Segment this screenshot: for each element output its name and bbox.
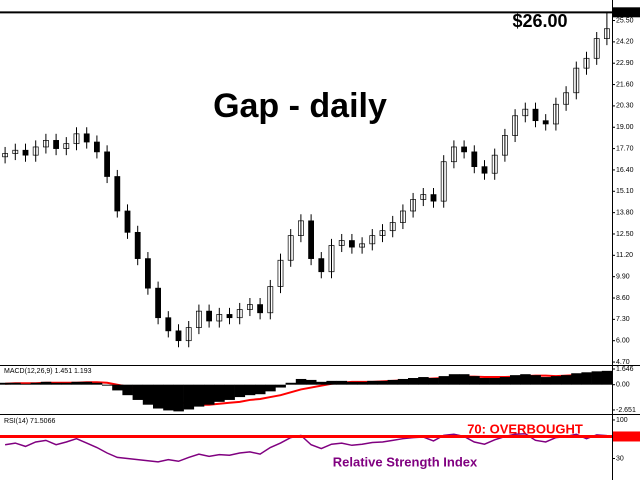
macd-bar — [591, 371, 603, 385]
level-label-bg — [613, 431, 640, 442]
y-tick-label: 8.60 — [616, 295, 630, 302]
macd-bar — [469, 376, 480, 385]
macd-bar — [163, 384, 174, 411]
macd-bar — [20, 383, 31, 385]
y-tick-label: 25.50 — [616, 17, 634, 24]
macd-bar — [51, 382, 62, 385]
macd-bar — [30, 382, 42, 385]
macd-bar — [316, 381, 327, 385]
y-tick-label: 20.30 — [616, 103, 634, 110]
macd-bar — [336, 380, 348, 385]
macd-bar — [601, 370, 613, 385]
macd-bar — [285, 382, 297, 385]
macd-bar — [153, 384, 164, 409]
macd-bar — [40, 381, 52, 385]
macd-bar — [204, 384, 215, 405]
macd-bar — [346, 381, 358, 385]
macd-bar — [234, 384, 246, 398]
macd-bar — [367, 380, 378, 385]
macd-bar — [275, 384, 286, 388]
y-tick-label: 0.00 — [616, 382, 630, 389]
macd-bar — [510, 375, 521, 385]
y-tick-label: 11.20 — [616, 252, 633, 259]
macd-bar — [499, 377, 511, 385]
macd-bar — [122, 384, 133, 396]
y-tick-label: -2.651 — [616, 407, 636, 414]
y-tick-label: 1.646 — [616, 366, 634, 373]
macd-bar — [377, 380, 388, 385]
macd-bar — [214, 384, 225, 402]
overbought-annotation: 70: OVERBOUGHT — [467, 421, 583, 436]
macd-bar — [265, 384, 276, 392]
macd-label: MACD(12,26,9) 1.451 1.193 — [4, 368, 92, 375]
macd-bar — [326, 380, 337, 385]
macd-bar — [0, 382, 11, 385]
y-tick-label: 21.60 — [616, 81, 634, 88]
macd-bar — [540, 377, 552, 385]
macd-bar — [306, 379, 317, 385]
y-tick-label: 100 — [616, 417, 628, 424]
macd-bar — [581, 372, 592, 385]
y-tick-label: 17.70 — [616, 145, 634, 152]
signal-line — [5, 372, 607, 406]
macd-bar — [408, 378, 419, 385]
macd-bar — [61, 382, 72, 385]
macd-bar — [418, 377, 429, 385]
y-tick-label: 6.00 — [616, 338, 630, 345]
macd-bar — [571, 373, 582, 385]
macd-bar — [224, 384, 235, 400]
y-tick-label: 12.50 — [616, 231, 634, 238]
macd-bar — [183, 384, 195, 410]
y-tick-label: 16.40 — [616, 167, 634, 174]
rsi-label: RSI(14) 71.5066 — [4, 418, 55, 425]
macd-bar — [438, 376, 450, 385]
y-tick-label: 30 — [616, 455, 624, 462]
y-tick-label: 15.10 — [616, 188, 634, 195]
macd-bar — [255, 384, 266, 395]
macd-bar — [428, 378, 439, 385]
y-tick-label: 9.90 — [616, 274, 630, 281]
macd-bar — [91, 382, 103, 385]
y-tick-label: 22.90 — [616, 60, 634, 67]
macd-bar — [295, 378, 307, 385]
price-annotation: $26.00 — [512, 11, 567, 31]
macd-bar — [142, 384, 154, 405]
macd-bar — [10, 382, 21, 385]
chart-title: Gap - daily — [213, 87, 387, 125]
macd-bar — [81, 381, 93, 385]
macd-bar — [489, 378, 501, 385]
macd-bar — [102, 384, 113, 386]
y-tick-label: 24.20 — [616, 39, 634, 46]
macd-bar — [561, 375, 572, 385]
price-line-label-bg — [613, 7, 640, 18]
macd-bar — [357, 381, 368, 385]
macd-bar — [397, 378, 409, 385]
macd-bar — [387, 379, 399, 385]
macd-bar — [530, 375, 541, 385]
y-tick-label: 19.00 — [616, 124, 634, 131]
macd-bar — [448, 374, 460, 385]
macd-bar — [244, 384, 256, 396]
rsi-subtitle: Relative Strength Index — [333, 454, 478, 469]
macd-bar — [112, 384, 123, 391]
macd-bar — [193, 384, 205, 407]
macd-bar — [71, 381, 82, 385]
macd-bar — [132, 384, 144, 400]
y-tick-label: 4.70 — [616, 359, 630, 366]
macd-bar — [459, 374, 470, 385]
y-tick-label: 13.80 — [616, 209, 634, 216]
macd-bar — [479, 378, 490, 385]
macd-bar — [173, 384, 184, 412]
macd-bar — [520, 374, 531, 385]
macd-bar — [550, 376, 562, 385]
y-tick-label: 7.30 — [616, 316, 630, 323]
